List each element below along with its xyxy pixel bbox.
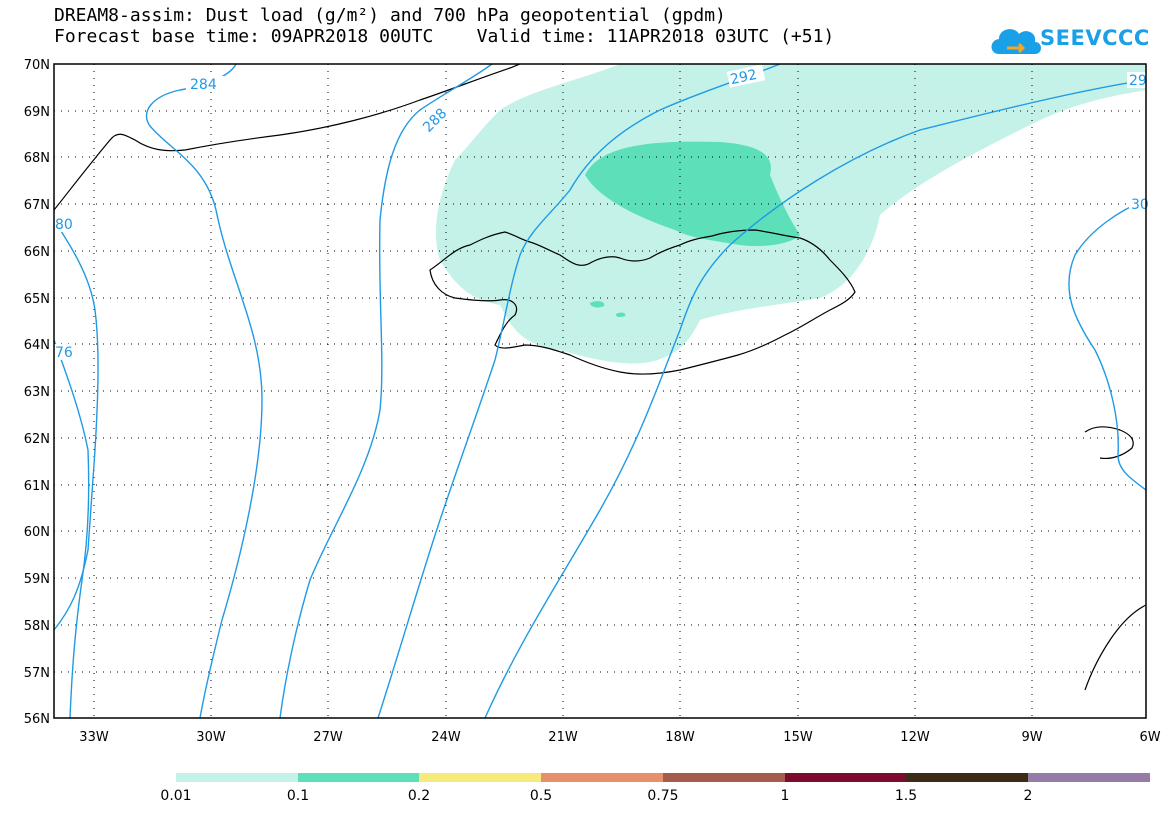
lat-label: 67N [24,198,50,213]
contour-label: 284 [190,77,217,93]
lat-label: 58N [24,619,50,634]
lat-label: 64N [24,338,50,353]
colorbar-segment [541,773,663,782]
dust-blob [590,301,605,308]
lon-label: 24W [431,730,461,745]
lat-label: 62N [24,432,50,447]
lat-label: 70N [24,58,50,73]
greenland-coastline [54,64,521,211]
colorbar-label: 1 [781,788,790,804]
contour-label: 80 [55,217,73,233]
lon-label: 21W [548,730,578,745]
lon-label: 6W [1139,730,1160,745]
lat-label: 60N [24,525,50,540]
colorbar-segment [1028,773,1150,782]
lat-label: 63N [24,385,50,400]
colorbar-label: 0.01 [160,788,191,804]
colorbar-label: 0.2 [408,788,430,804]
latitude-labels: 70N 69N 68N 67N 66N 65N 64N 63N 62N 61N … [24,58,50,727]
scotland-coastline [1084,604,1146,691]
lon-label: 9W [1021,730,1042,745]
lon-label: 27W [313,730,343,745]
geopotential-contours [54,64,1146,718]
colorbar-segment [663,773,785,782]
contour-280 [54,219,99,631]
colorbar-label: 1.5 [895,788,917,804]
colorbar-label: 2 [1024,788,1033,804]
faroe-coastline [1084,426,1134,460]
contour-284 [145,64,263,718]
colorbar-label: 0.5 [530,788,552,804]
lon-label: 15W [783,730,813,745]
lon-label: 12W [900,730,930,745]
cloud-icon [991,29,1041,54]
lat-label: 57N [24,666,50,681]
lat-label: 56N [24,712,50,727]
graticule [54,64,1146,718]
lon-label: 33W [79,730,109,745]
lon-label: 18W [665,730,695,745]
contour-label: 292 [729,67,758,88]
colorbar-segment [906,773,1028,782]
logo-text: SEEVCCC [1040,26,1150,50]
contour-300 [1068,199,1146,491]
colorbar-segment [176,773,298,782]
lat-label: 65N [24,292,50,307]
lat-label: 66N [24,245,50,260]
iceland-coastline [429,229,856,375]
colorbar-segment [785,773,906,782]
dust-region-low [435,64,1146,364]
contour-296 [484,79,1146,718]
contour-276 [54,339,90,718]
colorbar-segment [419,773,541,782]
map-subtitle: Forecast base time: 09APR2018 00UTC Vali… [54,26,835,47]
contour-292 [377,64,781,718]
longitude-labels: 33W 30W 27W 24W 21W 18W 15W 12W 9W 6W [79,730,1160,745]
lon-label: 30W [196,730,226,745]
map-frame [53,63,1147,719]
lat-label: 69N [24,105,50,120]
dust-blob [615,312,626,318]
contour-label: 30 [1131,197,1149,213]
contour-288 [279,64,493,718]
contour-label: 76 [55,345,73,361]
colorbar-label: 0.75 [647,788,678,804]
colorbar-segment [298,773,419,782]
colorbar: 0.01 0.1 0.2 0.5 0.75 1 1.5 2 [160,773,1150,804]
dust-region-mid [585,141,800,247]
colorbar-label: 0.1 [287,788,309,804]
lat-label: 68N [24,151,50,166]
lat-label: 61N [24,479,50,494]
lat-label: 59N [24,572,50,587]
contour-label: 29 [1129,73,1147,89]
map-title: DREAM8-assim: Dust load (g/m²) and 700 h… [54,5,726,26]
